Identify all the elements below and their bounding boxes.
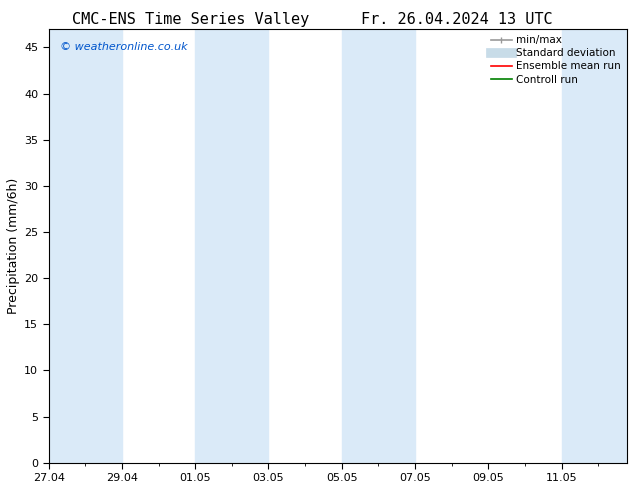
Legend: min/max, Standard deviation, Ensemble mean run, Controll run: min/max, Standard deviation, Ensemble me… [487, 31, 625, 89]
Text: © weatheronline.co.uk: © weatheronline.co.uk [60, 42, 188, 52]
Bar [195, 29, 268, 463]
Bar [49, 29, 122, 463]
Bar [562, 29, 627, 463]
Text: CMC-ENS Time Series Valley: CMC-ENS Time Series Valley [72, 12, 309, 27]
Y-axis label: Precipitation (mm/6h): Precipitation (mm/6h) [7, 178, 20, 314]
Text: Fr. 26.04.2024 13 UTC: Fr. 26.04.2024 13 UTC [361, 12, 552, 27]
Bar [342, 29, 415, 463]
